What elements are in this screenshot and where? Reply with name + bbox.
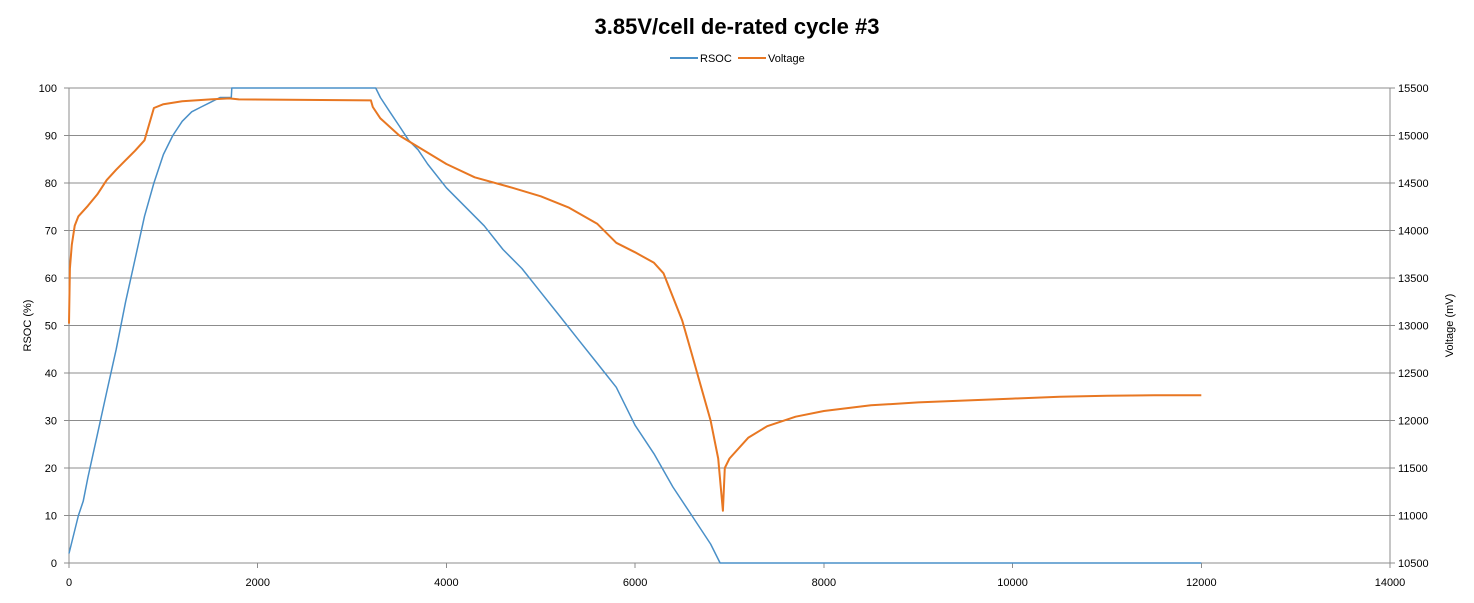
y1-tick-label-10: 100 — [39, 83, 57, 95]
y1-tick-label-4: 40 — [45, 368, 57, 380]
legend-label-rsoc: RSOC — [700, 53, 732, 65]
y2-tick-label-0: 10500 — [1398, 558, 1429, 570]
series-line-voltage — [68, 97, 1202, 512]
x-tick-label-4: 8000 — [812, 577, 836, 589]
y2-tick-label-2: 11500 — [1398, 463, 1428, 475]
x-tick-label-3: 6000 — [623, 577, 647, 589]
y1-axis-title: RSOC (%) — [22, 300, 34, 352]
y1-tick-label-2: 20 — [45, 463, 57, 475]
y1-tick-label-7: 70 — [45, 226, 57, 238]
y2-tick-label-4: 12500 — [1398, 368, 1429, 380]
y2-tick-label-7: 14000 — [1398, 226, 1429, 238]
x-tick-label-2: 4000 — [434, 577, 458, 589]
y2-tick-label-8: 14500 — [1398, 178, 1429, 190]
y1-tick-label-1: 10 — [45, 511, 57, 523]
x-tick-label-6: 12000 — [1186, 577, 1217, 589]
y2-tick-label-5: 13000 — [1398, 321, 1429, 333]
y1-tick-label-6: 60 — [45, 273, 57, 285]
y2-tick-label-10: 15500 — [1398, 83, 1429, 95]
x-tick-label-5: 10000 — [997, 577, 1028, 589]
y1-tick-label-3: 30 — [45, 416, 57, 428]
x-tick-label-1: 2000 — [245, 577, 269, 589]
legend-label-voltage: Voltage — [768, 53, 805, 65]
y2-tick-label-1: 11000 — [1398, 511, 1428, 523]
chart-title: 3.85V/cell de-rated cycle #3 — [595, 14, 880, 39]
y2-tick-label-6: 13500 — [1398, 273, 1429, 285]
y2-tick-label-3: 12000 — [1398, 416, 1429, 428]
x-tick-label-0: 0 — [66, 577, 72, 589]
x-tick-label-7: 14000 — [1375, 577, 1406, 589]
y2-axis-title: Voltage (mV) — [1444, 294, 1456, 358]
y1-tick-label-0: 0 — [51, 558, 57, 570]
series-line-rsoc — [68, 87, 1202, 564]
y1-tick-label-9: 90 — [45, 131, 57, 143]
y2-tick-label-9: 15000 — [1398, 131, 1429, 143]
y1-tick-label-8: 80 — [45, 178, 57, 190]
y1-tick-label-5: 50 — [45, 321, 57, 333]
